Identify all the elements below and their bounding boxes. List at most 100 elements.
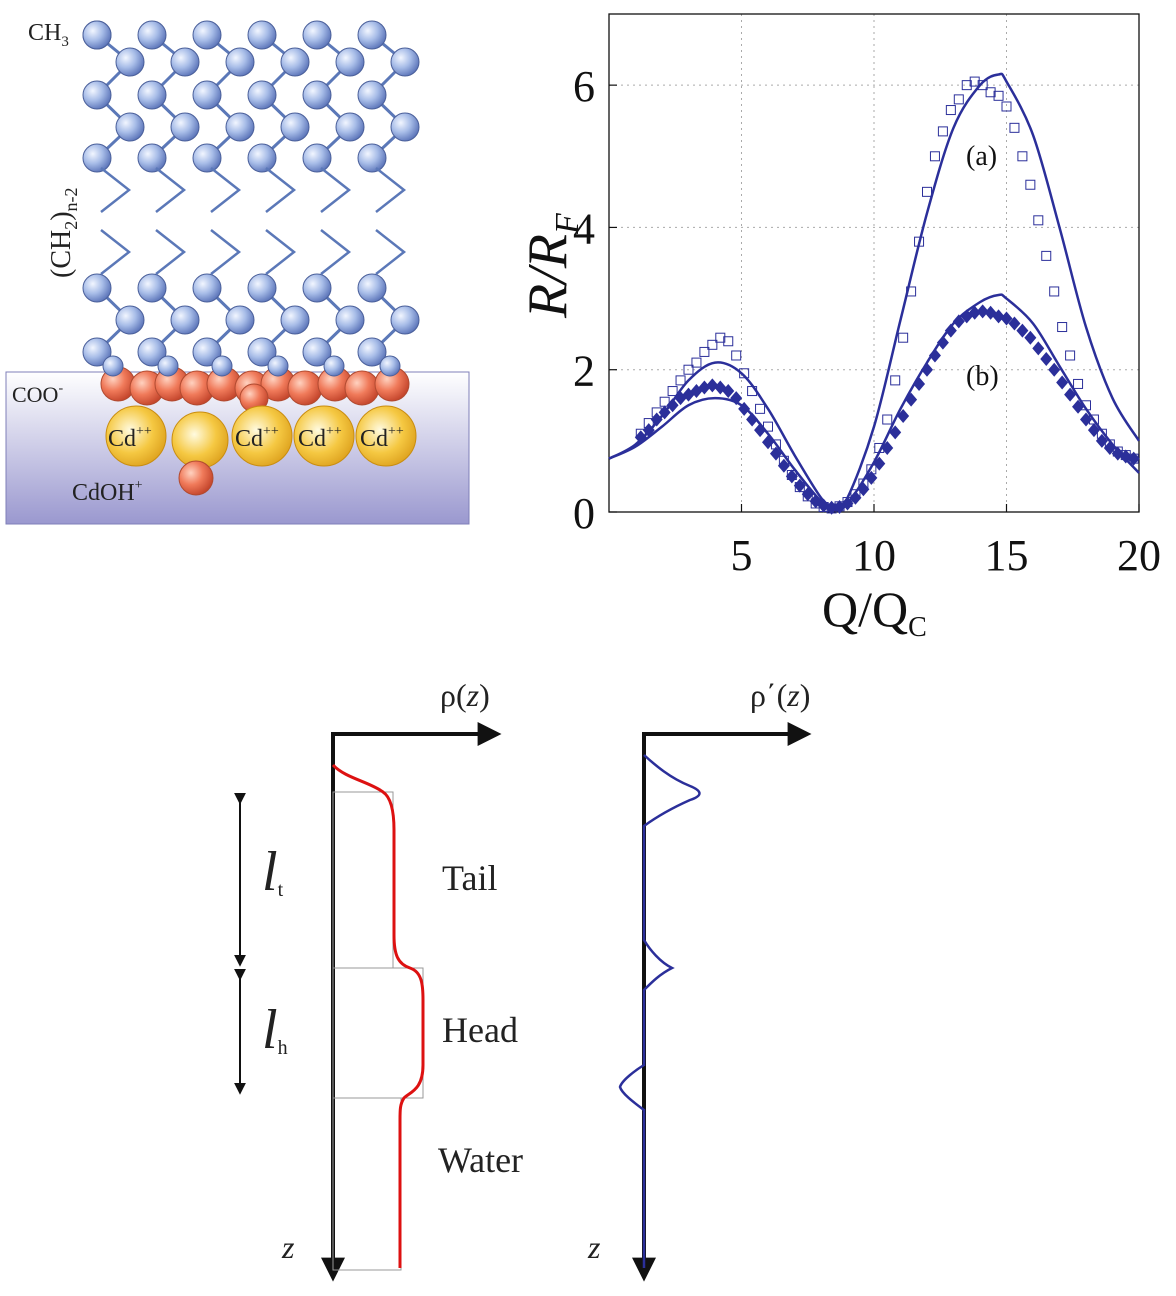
carbon-atom — [170, 112, 200, 142]
junction-atom — [267, 355, 289, 377]
data-point-square — [929, 151, 940, 162]
carbon-atom — [115, 47, 145, 77]
chain-links — [95, 33, 407, 354]
cd-label-2: Cd++ — [235, 424, 279, 452]
rho-axis-label: ρ(z) — [440, 677, 490, 713]
data-point-diamond — [706, 378, 719, 393]
carboxyl-atom — [344, 370, 380, 406]
carbon-atom — [225, 47, 255, 77]
data-point-square — [898, 332, 909, 343]
data-point-square — [1065, 350, 1076, 361]
data-point-diamond — [928, 348, 941, 363]
data-point-diamond — [1040, 352, 1053, 367]
density-profile-curve — [331, 763, 425, 1268]
chain-atoms — [82, 20, 420, 367]
data-point-diamond — [1103, 440, 1116, 455]
data-point-square — [691, 357, 702, 368]
data-point-diamond — [873, 456, 886, 471]
data-point-square — [723, 336, 734, 347]
data-point-diamond — [1008, 316, 1021, 331]
density-profile-left: ρ(z) lt lh Tail Head Water z — [234, 677, 523, 1282]
data-point-diamond — [1095, 433, 1108, 448]
data-point-square — [937, 126, 948, 137]
data-point-square — [699, 346, 710, 357]
data-point-square — [914, 236, 925, 247]
zigzag-bond — [375, 229, 407, 275]
hydroxide-atom — [178, 460, 214, 496]
data-point-diamond — [881, 440, 894, 455]
head-atoms — [100, 355, 410, 413]
carbon-atom — [357, 20, 387, 50]
x-tick-label: 20 — [1117, 531, 1161, 580]
zigzag-bond — [155, 167, 187, 213]
molecule-schematic: CH3 (CH2)n-2 COO- Cd++ Cd++ Cd++ Cd++ Cd… — [5, 20, 470, 525]
data-point-diamond — [738, 401, 751, 416]
carbon-atom — [247, 80, 277, 110]
carbon-atom — [225, 112, 255, 142]
data-point-diamond — [634, 430, 647, 445]
data-point-diamond — [1000, 311, 1013, 326]
carbon-atom — [357, 80, 387, 110]
y-axis-label: R/RF — [517, 212, 586, 319]
y-tick-label: 6 — [573, 62, 595, 111]
data-point-diamond — [825, 500, 838, 515]
data-point-diamond — [1127, 451, 1140, 466]
zigzag-bond — [100, 167, 132, 213]
x-tick-label: 5 — [731, 531, 753, 580]
data-point-square — [1041, 250, 1052, 261]
data-point-square — [993, 90, 1004, 101]
cd-labels: Cd++ Cd++ Cd++ Cd++ — [108, 424, 404, 452]
carboxyl-atom — [287, 370, 323, 406]
carbon-atom — [82, 143, 112, 173]
zigzag-bond — [210, 167, 242, 213]
z-label-left: z — [281, 1229, 295, 1265]
data-point-diamond — [913, 376, 926, 391]
data-point-diamond — [897, 408, 910, 423]
data-point-diamond — [857, 482, 870, 497]
data-point-square — [1049, 286, 1060, 297]
fit-line — [608, 293, 1140, 512]
data-point-diamond — [1032, 341, 1045, 356]
data-point-square — [890, 375, 901, 386]
carbon-atom — [82, 337, 112, 367]
reflectivity-plot: 5 10 15 20 0 2 4 6 R/RF Q/QC (a) (b) — [517, 13, 1161, 643]
cd-label-1: Cd++ — [108, 424, 152, 452]
carbon-atom — [192, 143, 222, 173]
y-tick-label: 0 — [573, 489, 595, 538]
carbon-atom — [115, 112, 145, 142]
data-point-diamond — [1024, 330, 1037, 345]
junction-atom — [157, 355, 179, 377]
data-point-square — [739, 368, 750, 379]
carbon-atom — [192, 273, 222, 303]
data-point-square — [1025, 179, 1036, 190]
data-point-diamond — [722, 384, 735, 399]
plot-frame — [608, 13, 1140, 513]
data-point-square — [707, 339, 718, 350]
data-point-square — [683, 364, 694, 375]
data-point-diamond — [801, 487, 814, 502]
data-point-square — [1073, 378, 1084, 389]
data-point-diamond — [889, 425, 902, 440]
carbon-atom — [137, 20, 167, 50]
zigzag-bonds — [100, 167, 407, 275]
data-point-diamond — [936, 335, 949, 350]
data-point-diamond — [793, 478, 806, 493]
data-point-diamond — [1072, 399, 1085, 414]
junction-atom — [102, 355, 124, 377]
water-box — [332, 1097, 402, 1271]
tail-label: Tail — [442, 858, 497, 898]
data-point-diamond — [650, 412, 663, 427]
carbon-atom — [390, 47, 420, 77]
data-point-diamond — [785, 469, 798, 484]
data-point-diamond — [762, 435, 774, 450]
plot-ticks: 5 10 15 20 0 2 4 6 — [573, 62, 1161, 580]
carbon-atom — [192, 80, 222, 110]
zigzag-bond — [375, 167, 407, 213]
cd-ion — [293, 405, 355, 467]
data-point-square — [1017, 151, 1028, 162]
data-point-diamond — [865, 470, 878, 485]
carbon-atom — [302, 337, 332, 367]
carbon-atom — [335, 47, 365, 77]
zigzag-bond — [155, 229, 187, 275]
data-point-diamond — [746, 412, 759, 427]
